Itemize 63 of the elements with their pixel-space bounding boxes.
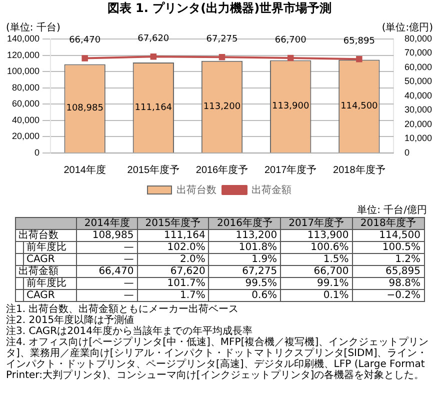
data-label: 108,985: [66, 104, 104, 114]
data-label: 66,470: [69, 36, 101, 46]
y-tick-label: 40,000: [12, 114, 40, 125]
text: 出荷金額: [18, 266, 58, 277]
y2-tick-label: 20,000: [404, 118, 432, 129]
y2-tick-label: 40,000: [404, 90, 432, 100]
legend-label: 出荷金額: [252, 184, 292, 196]
text: CAGR — 1.7% 0.6% 0.1% −0.2%: [26, 290, 420, 301]
y-tick-label: 140,000: [6, 33, 40, 44]
data-label: 67,275: [206, 34, 238, 44]
text: 66,700: [314, 266, 349, 277]
y-tick-label: 120,000: [6, 50, 40, 60]
category-label: 2015年度予: [145, 218, 201, 229]
data-label: 113,200: [203, 102, 241, 112]
x-tick-label: 2017年度予: [264, 164, 317, 176]
text: 注2. 2015年度以降は予測値: [6, 315, 134, 326]
y-axis-title: (単位: 千台): [6, 22, 60, 34]
x-tick-label: 2015年度予: [127, 164, 180, 176]
y2-tick-label: 10,000: [404, 133, 432, 144]
text: 注4. オフィス向け[ページプリンタ[中・低速]、MFP[複合機／複写機]、インクジェットプリンタ]、業務用／産業向け[シリアル・インパクト・ドットマトリクスプリンタ[SIDM]、ライン・インパクト・ドットプリンタ、ページプリンタ[高速]、デジタル印刷機、LFP (Large Format Printer:大判プリンタ)、コンシューマ向け[インクジェットプリンタ]の各機器を対象とした。: [6, 337, 430, 381]
y2-axis-title: (単位:億円): [382, 22, 434, 34]
y2-tick-label: 50,000: [404, 76, 432, 86]
legend-label: 出荷台数: [176, 184, 216, 196]
y2-tick-label: 60,000: [404, 62, 432, 72]
text: 111,164: [164, 230, 206, 241]
y-tick-label: 20,000: [12, 131, 40, 142]
text: 113,200: [236, 230, 278, 241]
text: 前年度比 — 102.0% 101.8% 100.6% 100.5%: [26, 242, 420, 253]
y2-tick-label: 80,000: [404, 33, 432, 44]
category-label: 2018年度予: [360, 218, 416, 229]
data-label: 113,900: [272, 102, 310, 112]
text: 66,470: [98, 266, 134, 277]
y-tick-label: 0: [34, 147, 40, 158]
text: 出荷台数: [18, 230, 58, 241]
category-label: 2014年度: [84, 218, 130, 229]
y-tick-label: 80,000: [12, 82, 40, 92]
x-tick-label: 2014年度: [64, 164, 106, 176]
y-tick-label: 100,000: [6, 66, 40, 76]
text: 注1. 出荷台数、出荷金額ともにメーカー出荷ベース: [6, 304, 240, 315]
text: 114,500: [379, 230, 420, 241]
y2-tick-label: 70,000: [404, 48, 432, 58]
text: 単位: 千台/億円: [356, 205, 427, 217]
data-label: 114,500: [340, 101, 378, 112]
data-label: 65,895: [343, 36, 375, 46]
text: 108,985: [92, 230, 134, 241]
y-tick-label: 60,000: [12, 98, 40, 109]
text: CAGR — 2.0% 1.9% 1.5% 1.2%: [26, 254, 420, 265]
x-tick-label: 2016年度予: [196, 164, 248, 176]
text: 67,275: [242, 266, 278, 277]
x-tick-label: 2018年度予: [333, 164, 386, 176]
category-label: 2017年度予: [288, 218, 344, 229]
data-label: 111,164: [134, 102, 172, 113]
chart-title: 図表 1. プリンタ(出力機器)世界市場予測: [106, 0, 333, 17]
text: 67,620: [170, 266, 206, 277]
y2-tick-label: 30,000: [404, 104, 432, 115]
y2-tick-label: 0: [404, 147, 410, 158]
data-label: 66,700: [274, 35, 307, 46]
data-label: 67,620: [138, 34, 170, 44]
text: 注3. CAGRは2014年度から当該年までの年平均成長率: [6, 326, 253, 337]
text: 65,895: [386, 266, 420, 277]
text: 113,900: [307, 230, 349, 241]
category-label: 2016年度予: [216, 218, 272, 229]
text: 前年度比 — 101.7% 99.5% 99.1% 98.8%: [26, 278, 420, 289]
